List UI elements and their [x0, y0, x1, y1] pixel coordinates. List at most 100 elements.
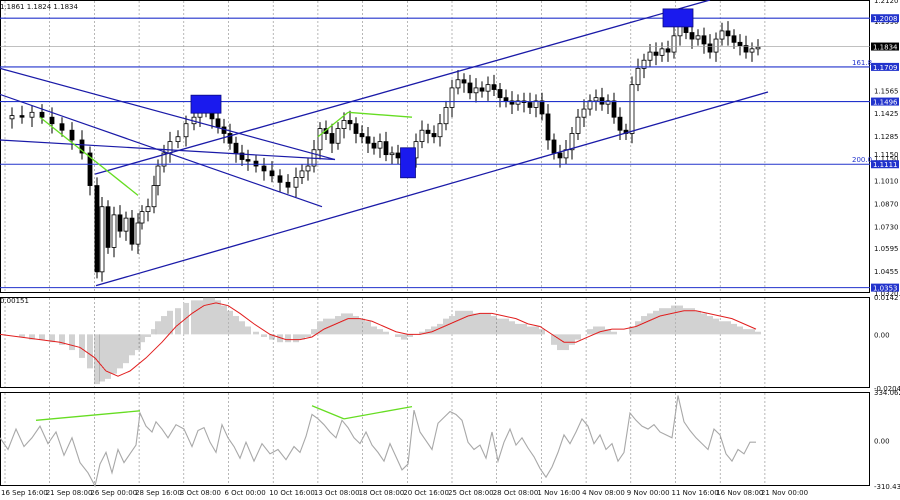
candle-body: [557, 152, 563, 159]
candle-body: [117, 214, 123, 232]
level-label: 1.1111: [873, 161, 898, 169]
candle-body: [443, 107, 449, 125]
candle-body: [347, 120, 353, 125]
candle-body: [261, 165, 267, 172]
candle-body: [353, 123, 359, 134]
candle-body: [431, 133, 437, 138]
candle-body: [695, 35, 701, 40]
candle-body: [461, 79, 467, 84]
x-tick-label: 20 Oct 16:00: [403, 489, 449, 497]
candle-body: [653, 51, 659, 56]
candle-body: [629, 84, 635, 134]
x-tick-label: 18 Oct 08:00: [359, 489, 405, 497]
marker-box: [190, 94, 222, 114]
candle-body: [743, 45, 749, 53]
candle-body: [215, 118, 221, 128]
x-tick-label: 1 Nov 16:00: [537, 489, 580, 497]
level-label: 1.1496: [873, 99, 898, 107]
candle-body: [725, 30, 731, 37]
candle-body: [239, 152, 245, 160]
candle-body: [479, 87, 485, 92]
candle-body: [575, 116, 581, 134]
level-label: 1.2008: [873, 15, 898, 23]
macd-tick-label: 0.01427: [874, 294, 900, 302]
macd-tick-label: 0.00: [874, 331, 890, 339]
price-panel-frame: [0, 0, 870, 293]
current-price-label: 1.1834: [873, 44, 898, 52]
candle-body: [371, 142, 377, 149]
cci-divergence-line: [35, 410, 141, 421]
level-label-box: [871, 62, 899, 71]
cci-divergence-line: [343, 405, 413, 420]
candle-body: [545, 113, 551, 141]
candle-body: [587, 100, 593, 110]
candle-body: [99, 206, 105, 273]
candle-body: [539, 100, 545, 115]
candle-body: [533, 100, 539, 108]
price-tick-label: 1.0320: [874, 290, 899, 298]
candle-body: [569, 133, 575, 151]
price-tick-label: 1.1425: [874, 110, 899, 118]
candle-body: [79, 139, 85, 154]
candle-body: [335, 128, 341, 144]
level-label: 1.0353: [873, 285, 898, 293]
candle-body: [605, 100, 611, 105]
candle-body: [665, 48, 671, 53]
trend-line: [0, 67, 336, 161]
candle-body: [341, 120, 347, 129]
x-tick-label: 10 Oct 16:00: [269, 489, 315, 497]
candle-body: [503, 97, 509, 102]
cci-line: [0, 395, 756, 488]
candle-body: [155, 165, 161, 186]
candle-body: [305, 165, 311, 172]
candle-body: [491, 84, 497, 90]
candle-body: [175, 136, 181, 143]
candle-body: [69, 129, 75, 141]
x-tick-label: 28 Sep 16:00: [135, 489, 182, 497]
divergence-line: [39, 116, 139, 196]
candle-body: [19, 115, 25, 118]
candle-body: [509, 100, 515, 105]
candle-body: [129, 217, 135, 245]
candle-body: [277, 175, 283, 183]
trend-line: [0, 139, 336, 161]
channel-support-line: [95, 91, 769, 287]
price-tick-label: 1.0730: [874, 223, 899, 231]
macd-signal-line: [0, 302, 757, 377]
candle-body: [145, 206, 151, 213]
marker-box: [662, 8, 694, 28]
x-tick-label: 16 Nov 08:00: [716, 489, 763, 497]
candle-body: [9, 115, 15, 120]
candle-body: [49, 116, 55, 125]
candle-body: [135, 222, 141, 245]
candle-body: [317, 128, 323, 151]
cci-tick-label: 0.00: [874, 438, 890, 446]
fib-label: 161.8: [852, 59, 872, 67]
x-tick-label: 25 Oct 08:00: [448, 489, 494, 497]
candle-body: [39, 111, 45, 118]
candle-body: [293, 177, 299, 188]
candle-body: [611, 100, 617, 118]
candle-body: [449, 87, 455, 108]
price-panel: 1.21201.19901.15651.14251.12851.11501.10…: [0, 0, 899, 298]
price-tick-label: 1.1285: [874, 133, 899, 141]
candle-body: [497, 89, 503, 99]
candle-body: [713, 38, 719, 53]
candle-body: [123, 217, 129, 232]
divergence-line: [347, 111, 413, 118]
candle-body: [111, 214, 117, 248]
candle-body: [329, 133, 335, 144]
candle-body: [737, 41, 743, 46]
current-price-box: [871, 42, 899, 51]
level-label-box: [871, 97, 899, 106]
candle-body: [285, 181, 291, 188]
price-tick-label: 1.0870: [874, 200, 899, 208]
price-tick-label: 1.2120: [874, 0, 899, 5]
x-tick-label: 21 Nov 00:00: [761, 489, 808, 497]
candle-body: [515, 100, 521, 105]
candle-body: [437, 123, 443, 138]
level-label: 1.1709: [873, 64, 898, 72]
candle-body: [617, 116, 623, 131]
